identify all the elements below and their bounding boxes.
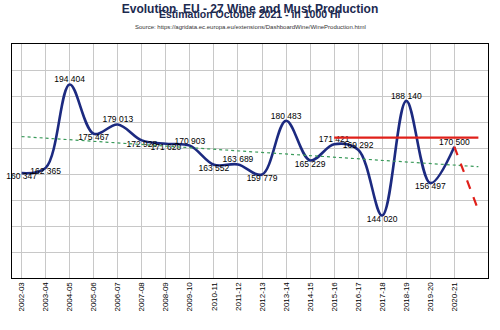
svg-text:2015-16: 2015-16 <box>330 282 339 312</box>
svg-text:179 013: 179 013 <box>102 114 133 124</box>
svg-text:169 292: 169 292 <box>343 140 374 150</box>
svg-text:144 020: 144 020 <box>367 214 398 224</box>
svg-text:162 365: 162 365 <box>30 166 61 176</box>
svg-text:175 467: 175 467 <box>78 132 109 142</box>
svg-text:172 928: 172 928 <box>126 139 157 149</box>
svg-text:2003-04: 2003-04 <box>41 282 50 312</box>
svg-text:2018-19: 2018-19 <box>402 282 411 312</box>
svg-text:2012-13: 2012-13 <box>258 282 267 312</box>
svg-text:2005-06: 2005-06 <box>89 282 98 312</box>
svg-text:163 552: 163 552 <box>199 163 230 173</box>
svg-text:2006-07: 2006-07 <box>113 282 122 312</box>
svg-text:160 347: 160 347 <box>6 171 37 181</box>
svg-text:188 140: 188 140 <box>391 91 422 101</box>
svg-text:2007-08: 2007-08 <box>137 282 146 312</box>
svg-text:2019-20: 2019-20 <box>426 282 435 312</box>
svg-text:171 421: 171 421 <box>319 134 350 144</box>
svg-text:194 404: 194 404 <box>54 74 85 84</box>
svg-text:2002-03: 2002-03 <box>17 282 26 312</box>
svg-text:156 497: 156 497 <box>415 181 446 191</box>
svg-text:180 483: 180 483 <box>271 111 302 121</box>
svg-text:Estimation October 2021 - in 1: Estimation October 2021 - in 1000 Hl <box>159 8 341 20</box>
svg-text:Evolution EU - 27 Wine and Mu: Evolution EU - 27 Wine and Must Producti… <box>122 2 379 16</box>
svg-text:2011-12: 2011-12 <box>234 282 243 311</box>
svg-text:2013-14: 2013-14 <box>282 282 291 312</box>
svg-text:2017-18: 2017-18 <box>378 282 387 312</box>
svg-text:171 620: 171 620 <box>150 142 181 152</box>
svg-text:2020-21: 2020-21 <box>450 282 459 312</box>
svg-text:165 229: 165 229 <box>295 159 326 169</box>
svg-text:2014-15: 2014-15 <box>306 282 315 312</box>
svg-text:Source: https://agridata.ec.eu: Source: https://agridata.ec.europa.eu/ex… <box>135 24 366 30</box>
svg-text:2010-11: 2010-11 <box>210 282 219 311</box>
svg-text:2008-09: 2008-09 <box>161 282 170 312</box>
svg-text:163 689: 163 689 <box>223 154 254 164</box>
svg-text:2009-10: 2009-10 <box>186 282 195 312</box>
svg-text:159 779: 159 779 <box>247 173 278 183</box>
svg-text:2016-17: 2016-17 <box>354 282 363 312</box>
svg-text:170 903: 170 903 <box>175 136 206 146</box>
svg-text:2004-05: 2004-05 <box>65 282 74 312</box>
svg-text:170 500: 170 500 <box>439 137 470 147</box>
